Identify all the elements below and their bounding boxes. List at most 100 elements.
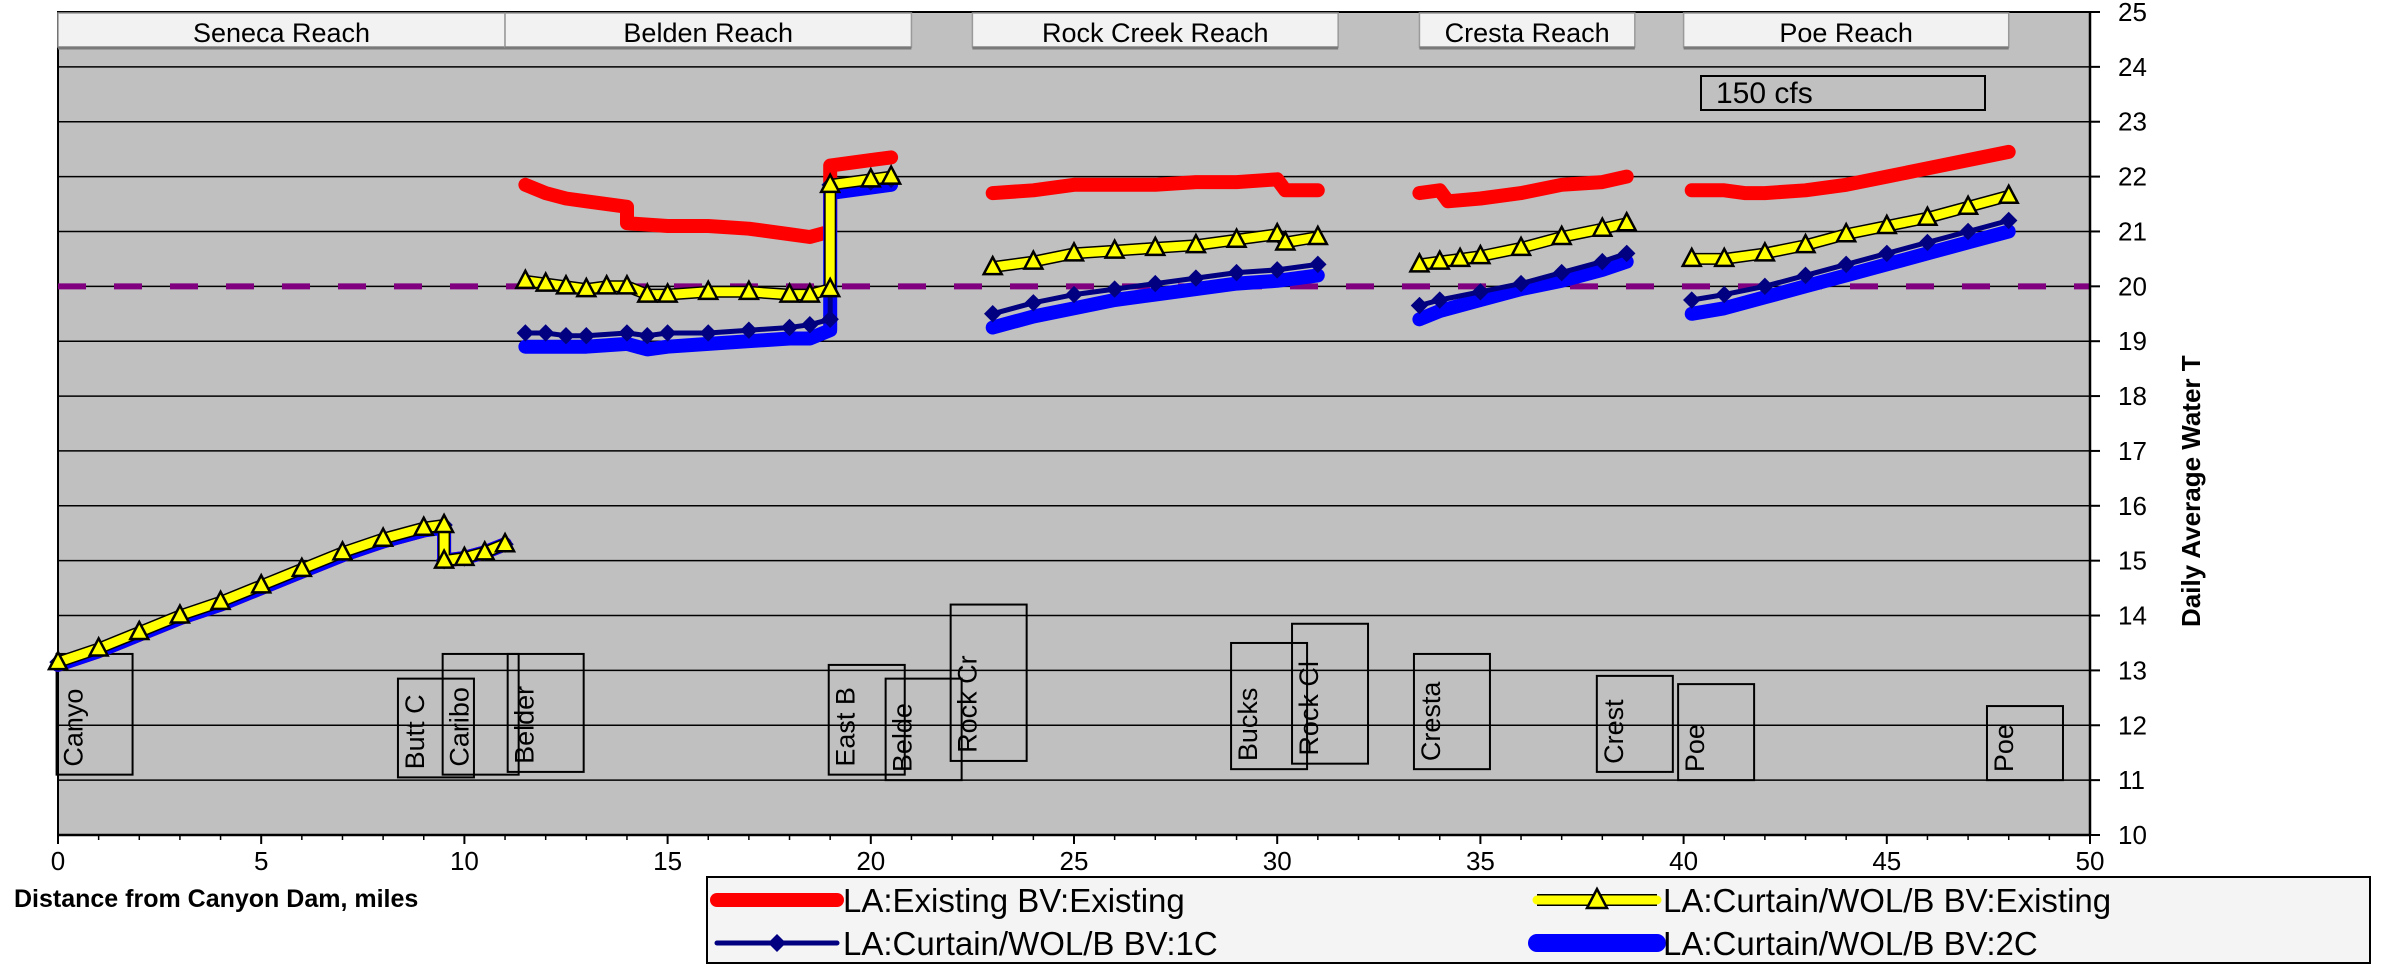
series-2-point [638,327,656,345]
x-tick-label: 50 [2076,846,2105,876]
series-1-point [1062,240,1086,262]
series-2-point [577,327,596,345]
series-3-line-4 [1684,224,2016,321]
series-1-point [1225,227,1248,248]
legend-marker [1584,886,1610,910]
reach-header-box [971,12,1339,48]
y-tick-label: 21 [2118,216,2147,246]
station-12: Poe [1985,705,2064,782]
station-label: Rock Cr [953,655,983,753]
series-2-point [536,324,555,342]
series-1-point [1509,235,1533,257]
series-1-point [1449,246,1472,268]
y-tick-label: 17 [2118,436,2147,466]
station-box [949,603,1028,762]
series-1-point [1469,243,1492,265]
x-tick-label: 5 [254,846,268,876]
series-1-point [1184,232,1207,254]
series-1-point [1144,235,1167,257]
series-1-point [473,539,496,561]
series-1-point [981,254,1004,276]
station-11: Poe [1677,683,1756,782]
series-1-point [798,281,821,303]
series-1-point [372,526,395,547]
series-1-point [87,635,110,657]
flow-annotation: 150 cfs [1700,75,1986,111]
legend-label: LA:Existing BV:Existing [843,882,1185,919]
series-1-point [1957,194,1980,216]
series-1-point [697,279,720,301]
y-tick-label: 12 [2118,710,2147,740]
reach-header-1: Belden Reach [504,12,913,50]
series-1-point [331,539,354,561]
series-2-point [1146,274,1164,293]
data-series [46,144,2020,672]
series-0-line-2 [985,172,1325,201]
series-0-line-4 [1684,144,2016,201]
reach-header-box [1682,12,2010,48]
series-3-line-2 [985,268,1325,335]
series-1 [46,163,2020,671]
series-2-point [1105,280,1124,298]
reach-label: Cresta Reach [1445,18,1610,48]
x-tick-label: 0 [51,846,65,876]
series-1-point [1408,251,1431,273]
station-label: Caribo [445,687,475,767]
station-label: Bucks [1233,688,1263,762]
series-1-point [1713,246,1736,268]
series-2-point [740,321,758,339]
x-tick-label: 20 [856,846,885,876]
reach-labels: Seneca Reach Belden Reach Rock Creek Reach… [57,12,2010,50]
x-tick-label: 40 [1669,846,1698,876]
series-2-point [1268,261,1286,279]
reach-header-box [1418,12,1636,48]
station-box [827,663,906,776]
series-1-point [1591,216,1614,237]
flow-annotation-text: 150 cfs [1716,77,1813,110]
series-1-point [1875,213,1898,235]
series-1-point [1997,183,2020,205]
series-2-point [1756,277,1774,296]
series-1-point [595,273,618,295]
station-label: Poe [1680,724,1710,772]
station-9: Cresta [1412,652,1491,771]
series-2-point [780,318,799,337]
legend-item-3: LA:Curtain/WOL/B BV:2C [1528,925,2038,962]
legend-label: LA:Curtain/WOL/B BV:1C [843,925,1218,962]
station-box [1230,641,1309,771]
series-2-point [618,324,636,342]
series-1-point [1103,237,1126,259]
station-box [884,677,963,782]
station-label: Rock Cl [1294,661,1324,756]
series-2-point [1471,283,1490,301]
series-1-point [575,276,598,298]
plot-area [57,11,2091,836]
y-tick-label: 10 [2118,820,2147,850]
station-box [1677,683,1756,782]
legend-item-2: LA:Curtain/WOL/B BV:1C [714,925,1218,962]
series-2-point [1715,285,1733,304]
series-1-point [1306,224,1329,246]
series-1-point [1274,229,1297,251]
reach-header-box [57,12,506,48]
series-1-line-1 [520,172,896,300]
series-2-point [516,324,535,342]
series-2-point [1187,269,1205,287]
series-1-point [1916,205,1939,226]
series-2-point [1309,255,1327,274]
station-7: Bucks [1230,641,1309,771]
series-2-point [1683,291,1701,309]
y-tick-label: 23 [2118,107,2147,137]
y-tick-label: 13 [2118,655,2147,685]
series-1-point [168,602,191,624]
station-label: East B [831,687,861,767]
series-1-point [514,268,537,290]
series-1-point [1794,232,1817,254]
series-1-point [880,163,903,185]
series-2-point [984,305,1002,323]
series-1-point [819,172,842,194]
legend-label: LA:Curtain/WOL/B BV:2C [1663,925,2038,962]
series-1-point [128,619,151,641]
x-tick-label: 25 [1060,846,1089,876]
station-6: Rock Cr [949,603,1028,762]
